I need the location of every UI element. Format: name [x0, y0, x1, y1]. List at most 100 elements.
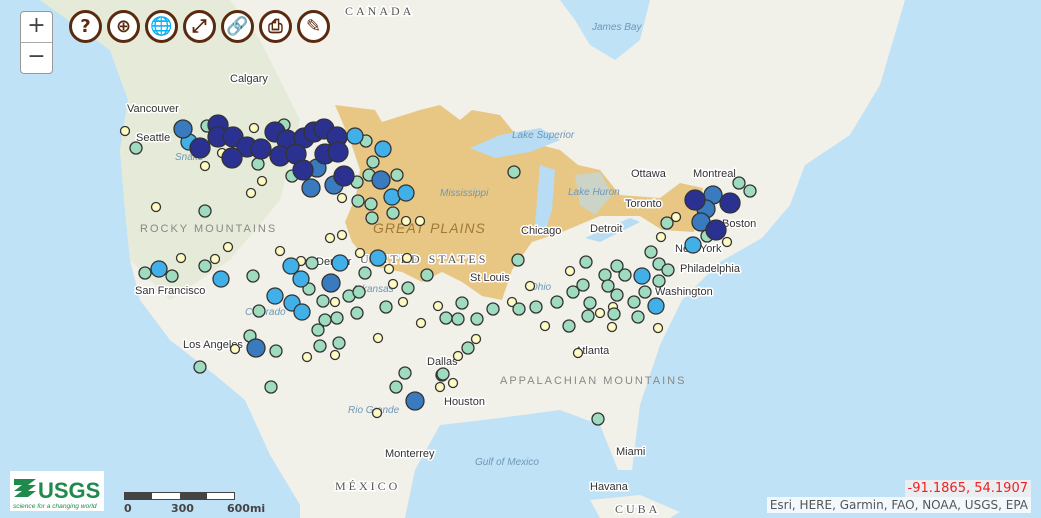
- site-point[interactable]: [386, 206, 400, 220]
- fullscreen-button[interactable]: ⤢: [183, 10, 216, 43]
- download-document-button[interactable]: ⎙: [259, 10, 292, 43]
- site-point[interactable]: [562, 319, 576, 333]
- site-point[interactable]: [601, 279, 615, 293]
- site-point[interactable]: [583, 296, 597, 310]
- site-point[interactable]: [252, 304, 266, 318]
- link-button[interactable]: 🔗: [221, 10, 254, 43]
- zoom-to-extent-button[interactable]: ⊕: [107, 10, 140, 43]
- site-point[interactable]: [274, 245, 286, 257]
- site-point[interactable]: [539, 320, 551, 332]
- site-point[interactable]: [346, 127, 364, 145]
- site-point[interactable]: [330, 311, 344, 325]
- site-point[interactable]: [529, 300, 543, 314]
- site-point[interactable]: [324, 232, 336, 244]
- site-point[interactable]: [336, 192, 348, 204]
- site-point[interactable]: [439, 311, 453, 325]
- site-point[interactable]: [212, 270, 230, 288]
- site-point[interactable]: [566, 285, 580, 299]
- site-point[interactable]: [397, 296, 409, 308]
- site-point[interactable]: [670, 211, 682, 223]
- site-point[interactable]: [329, 349, 341, 361]
- pencil-button[interactable]: ✎: [297, 10, 330, 43]
- site-point[interactable]: [719, 192, 741, 214]
- site-point[interactable]: [598, 268, 612, 282]
- site-point[interactable]: [506, 296, 518, 308]
- site-point[interactable]: [266, 287, 284, 305]
- site-point[interactable]: [327, 141, 349, 163]
- site-point[interactable]: [655, 231, 667, 243]
- site-point[interactable]: [264, 380, 278, 394]
- site-point[interactable]: [138, 266, 152, 280]
- site-point[interactable]: [199, 160, 211, 172]
- site-point[interactable]: [358, 266, 372, 280]
- globe-button[interactable]: 🌐: [145, 10, 178, 43]
- site-point[interactable]: [572, 347, 584, 359]
- site-point[interactable]: [389, 380, 403, 394]
- site-point[interactable]: [198, 204, 212, 218]
- site-point[interactable]: [684, 236, 702, 254]
- site-point[interactable]: [372, 332, 384, 344]
- site-point[interactable]: [221, 147, 243, 169]
- site-point[interactable]: [369, 249, 387, 267]
- site-point[interactable]: [705, 219, 727, 241]
- site-point[interactable]: [420, 268, 434, 282]
- site-point[interactable]: [652, 274, 666, 288]
- site-point[interactable]: [415, 317, 427, 329]
- site-point[interactable]: [486, 302, 500, 316]
- site-point[interactable]: [524, 280, 536, 292]
- site-point[interactable]: [364, 197, 378, 211]
- site-point[interactable]: [606, 321, 618, 333]
- site-point[interactable]: [383, 263, 395, 275]
- site-point[interactable]: [581, 309, 595, 323]
- site-point[interactable]: [638, 285, 652, 299]
- site-point[interactable]: [193, 360, 207, 374]
- site-point[interactable]: [436, 367, 450, 381]
- site-point[interactable]: [721, 236, 733, 248]
- site-point[interactable]: [269, 344, 283, 358]
- site-point[interactable]: [610, 288, 624, 302]
- site-point[interactable]: [390, 168, 404, 182]
- site-point[interactable]: [175, 252, 187, 264]
- site-point[interactable]: [732, 176, 746, 190]
- site-point[interactable]: [579, 255, 593, 269]
- site-point[interactable]: [511, 253, 525, 267]
- site-point[interactable]: [189, 137, 211, 159]
- site-point[interactable]: [661, 263, 675, 277]
- site-point[interactable]: [610, 259, 624, 273]
- site-point[interactable]: [432, 300, 444, 312]
- site-point[interactable]: [292, 270, 310, 288]
- site-point[interactable]: [351, 194, 365, 208]
- site-point[interactable]: [293, 303, 311, 321]
- site-point[interactable]: [594, 307, 606, 319]
- site-point[interactable]: [250, 138, 272, 160]
- site-point[interactable]: [246, 338, 266, 358]
- site-point[interactable]: [400, 215, 412, 227]
- site-point[interactable]: [350, 306, 364, 320]
- site-point[interactable]: [366, 155, 380, 169]
- site-point[interactable]: [365, 211, 379, 225]
- site-point[interactable]: [119, 125, 131, 137]
- site-point[interactable]: [222, 241, 234, 253]
- site-point[interactable]: [401, 252, 413, 264]
- site-point[interactable]: [301, 351, 313, 363]
- zoom-in-button[interactable]: +: [27, 13, 46, 38]
- site-point[interactable]: [652, 257, 666, 271]
- site-point[interactable]: [512, 302, 526, 316]
- site-point[interactable]: [321, 273, 341, 293]
- site-point[interactable]: [333, 165, 355, 187]
- site-point[interactable]: [387, 278, 399, 290]
- site-point[interactable]: [371, 170, 391, 190]
- site-point[interactable]: [173, 119, 193, 139]
- site-point[interactable]: [452, 350, 464, 362]
- site-point[interactable]: [434, 381, 446, 393]
- site-point[interactable]: [397, 184, 415, 202]
- site-point[interactable]: [507, 165, 521, 179]
- site-point[interactable]: [405, 391, 425, 411]
- site-point[interactable]: [447, 377, 459, 389]
- site-point[interactable]: [576, 278, 590, 292]
- site-point[interactable]: [550, 295, 564, 309]
- site-point[interactable]: [209, 253, 221, 265]
- site-point[interactable]: [229, 343, 241, 355]
- site-point[interactable]: [313, 339, 327, 353]
